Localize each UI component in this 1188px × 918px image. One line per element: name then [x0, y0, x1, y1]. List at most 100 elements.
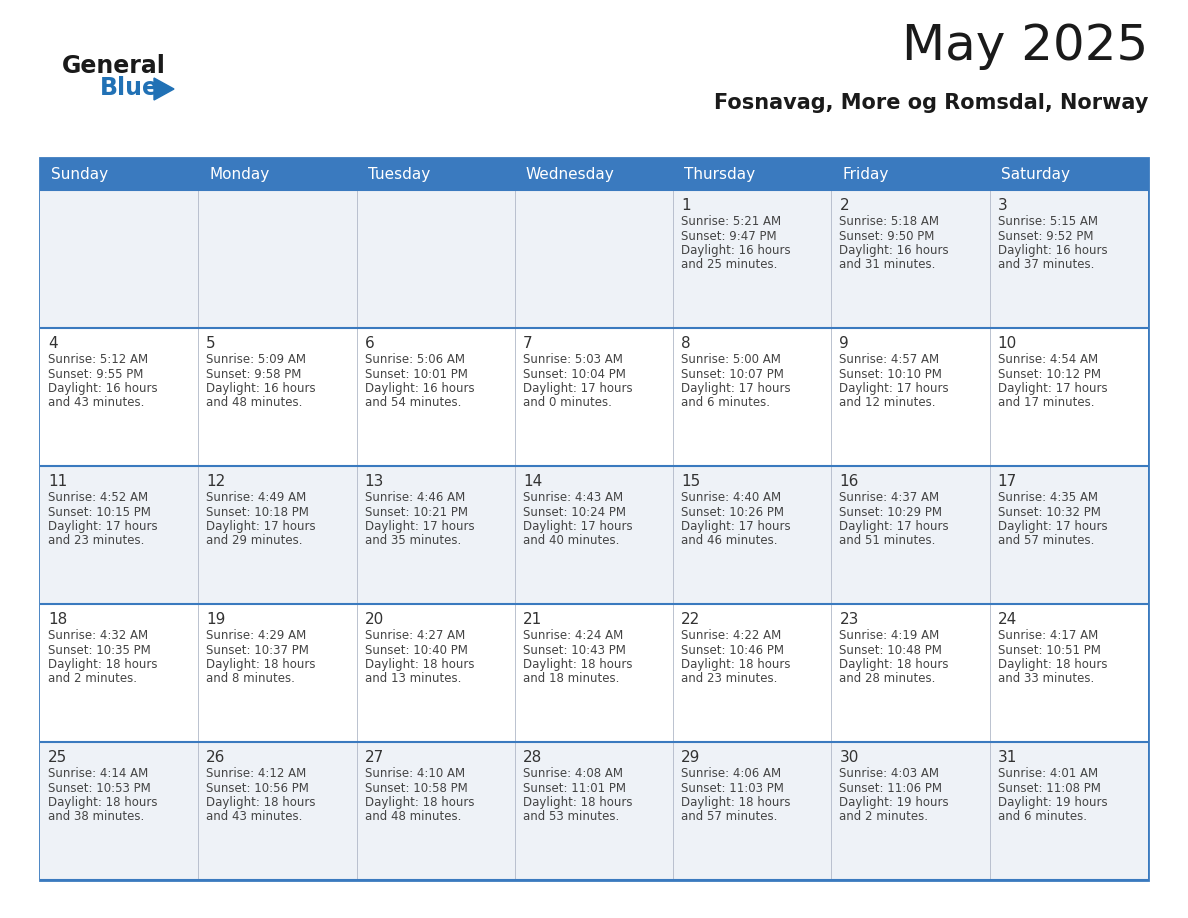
Text: Daylight: 18 hours: Daylight: 18 hours: [365, 658, 474, 671]
Text: 13: 13: [365, 474, 384, 489]
Text: 7: 7: [523, 336, 532, 351]
Text: and 48 minutes.: and 48 minutes.: [365, 811, 461, 823]
Text: Daylight: 17 hours: Daylight: 17 hours: [998, 382, 1107, 395]
Bar: [356, 158, 514, 190]
Text: Thursday: Thursday: [684, 166, 756, 182]
Bar: [40, 604, 1148, 742]
Text: Sunrise: 4:37 AM: Sunrise: 4:37 AM: [840, 491, 940, 504]
Text: Daylight: 18 hours: Daylight: 18 hours: [48, 796, 158, 809]
Text: 8: 8: [681, 336, 690, 351]
Text: and 57 minutes.: and 57 minutes.: [998, 534, 1094, 547]
Text: and 35 minutes.: and 35 minutes.: [365, 534, 461, 547]
Text: 3: 3: [998, 198, 1007, 213]
Text: and 12 minutes.: and 12 minutes.: [840, 397, 936, 409]
Text: and 2 minutes.: and 2 minutes.: [840, 811, 929, 823]
Text: and 2 minutes.: and 2 minutes.: [48, 673, 137, 686]
Text: 22: 22: [681, 612, 701, 627]
Text: Daylight: 17 hours: Daylight: 17 hours: [365, 520, 474, 533]
Text: 18: 18: [48, 612, 68, 627]
Text: Sunrise: 4:01 AM: Sunrise: 4:01 AM: [998, 767, 1098, 780]
Text: Sunrise: 4:29 AM: Sunrise: 4:29 AM: [207, 629, 307, 642]
Text: Daylight: 17 hours: Daylight: 17 hours: [207, 520, 316, 533]
Text: Daylight: 17 hours: Daylight: 17 hours: [523, 520, 632, 533]
Bar: [40, 742, 1148, 880]
Bar: [514, 158, 674, 190]
Text: 9: 9: [840, 336, 849, 351]
Text: 14: 14: [523, 474, 542, 489]
Text: Sunset: 10:29 PM: Sunset: 10:29 PM: [840, 506, 942, 519]
Text: Blue: Blue: [100, 76, 159, 100]
Text: Sunrise: 4:14 AM: Sunrise: 4:14 AM: [48, 767, 148, 780]
Text: and 25 minutes.: and 25 minutes.: [681, 259, 777, 272]
Text: 28: 28: [523, 750, 542, 765]
Text: Sunrise: 4:40 AM: Sunrise: 4:40 AM: [681, 491, 782, 504]
Text: Sunrise: 4:46 AM: Sunrise: 4:46 AM: [365, 491, 465, 504]
Text: Sunrise: 4:24 AM: Sunrise: 4:24 AM: [523, 629, 624, 642]
Text: 24: 24: [998, 612, 1017, 627]
Text: Sunrise: 4:22 AM: Sunrise: 4:22 AM: [681, 629, 782, 642]
Text: Daylight: 19 hours: Daylight: 19 hours: [840, 796, 949, 809]
Text: 17: 17: [998, 474, 1017, 489]
Bar: [198, 158, 356, 190]
Text: Daylight: 18 hours: Daylight: 18 hours: [207, 796, 316, 809]
Text: Sunset: 10:58 PM: Sunset: 10:58 PM: [365, 781, 467, 794]
Text: Daylight: 18 hours: Daylight: 18 hours: [681, 658, 791, 671]
Text: Sunset: 10:12 PM: Sunset: 10:12 PM: [998, 367, 1101, 380]
Text: 5: 5: [207, 336, 216, 351]
Bar: [832, 158, 990, 190]
Text: and 6 minutes.: and 6 minutes.: [998, 811, 1087, 823]
Text: 21: 21: [523, 612, 542, 627]
Text: Sunset: 10:35 PM: Sunset: 10:35 PM: [48, 644, 151, 656]
Bar: [40, 158, 1148, 880]
Text: and 43 minutes.: and 43 minutes.: [48, 397, 145, 409]
Text: and 51 minutes.: and 51 minutes.: [840, 534, 936, 547]
Text: 25: 25: [48, 750, 68, 765]
Text: 15: 15: [681, 474, 701, 489]
Text: Sunrise: 4:17 AM: Sunrise: 4:17 AM: [998, 629, 1098, 642]
Text: Daylight: 18 hours: Daylight: 18 hours: [840, 658, 949, 671]
Text: Daylight: 19 hours: Daylight: 19 hours: [998, 796, 1107, 809]
Text: Sunset: 10:48 PM: Sunset: 10:48 PM: [840, 644, 942, 656]
Text: Sunset: 11:03 PM: Sunset: 11:03 PM: [681, 781, 784, 794]
Text: Sunset: 9:52 PM: Sunset: 9:52 PM: [998, 230, 1093, 242]
Text: Sunset: 10:18 PM: Sunset: 10:18 PM: [207, 506, 309, 519]
Text: Daylight: 17 hours: Daylight: 17 hours: [840, 382, 949, 395]
Text: 27: 27: [365, 750, 384, 765]
Text: Sunrise: 4:54 AM: Sunrise: 4:54 AM: [998, 353, 1098, 366]
Text: and 17 minutes.: and 17 minutes.: [998, 397, 1094, 409]
Text: and 6 minutes.: and 6 minutes.: [681, 397, 770, 409]
Text: Daylight: 18 hours: Daylight: 18 hours: [998, 658, 1107, 671]
Text: Fosnavag, More og Romsdal, Norway: Fosnavag, More og Romsdal, Norway: [714, 93, 1148, 113]
Text: and 31 minutes.: and 31 minutes.: [840, 259, 936, 272]
Text: 23: 23: [840, 612, 859, 627]
Text: May 2025: May 2025: [902, 22, 1148, 70]
Text: Sunrise: 4:32 AM: Sunrise: 4:32 AM: [48, 629, 148, 642]
Text: 11: 11: [48, 474, 68, 489]
Text: and 23 minutes.: and 23 minutes.: [681, 673, 777, 686]
Text: Sunrise: 4:19 AM: Sunrise: 4:19 AM: [840, 629, 940, 642]
Text: and 43 minutes.: and 43 minutes.: [207, 811, 303, 823]
Text: Sunset: 10:15 PM: Sunset: 10:15 PM: [48, 506, 151, 519]
Text: Sunset: 10:21 PM: Sunset: 10:21 PM: [365, 506, 468, 519]
Text: Sunset: 11:08 PM: Sunset: 11:08 PM: [998, 781, 1100, 794]
Text: Daylight: 16 hours: Daylight: 16 hours: [48, 382, 158, 395]
Text: Tuesday: Tuesday: [367, 166, 430, 182]
Text: Sunrise: 5:06 AM: Sunrise: 5:06 AM: [365, 353, 465, 366]
Text: Daylight: 17 hours: Daylight: 17 hours: [840, 520, 949, 533]
Text: Daylight: 16 hours: Daylight: 16 hours: [840, 244, 949, 257]
Text: Sunset: 11:01 PM: Sunset: 11:01 PM: [523, 781, 626, 794]
Text: and 54 minutes.: and 54 minutes.: [365, 397, 461, 409]
Text: Sunrise: 4:35 AM: Sunrise: 4:35 AM: [998, 491, 1098, 504]
Text: and 28 minutes.: and 28 minutes.: [840, 673, 936, 686]
Text: Sunrise: 5:12 AM: Sunrise: 5:12 AM: [48, 353, 148, 366]
Text: and 40 minutes.: and 40 minutes.: [523, 534, 619, 547]
Text: Sunset: 9:47 PM: Sunset: 9:47 PM: [681, 230, 777, 242]
Text: Sunrise: 4:49 AM: Sunrise: 4:49 AM: [207, 491, 307, 504]
Text: and 38 minutes.: and 38 minutes.: [48, 811, 144, 823]
Text: Daylight: 16 hours: Daylight: 16 hours: [207, 382, 316, 395]
Text: Sunset: 10:56 PM: Sunset: 10:56 PM: [207, 781, 309, 794]
Text: Daylight: 18 hours: Daylight: 18 hours: [523, 796, 632, 809]
Text: Daylight: 17 hours: Daylight: 17 hours: [48, 520, 158, 533]
Text: 1: 1: [681, 198, 690, 213]
Text: Daylight: 18 hours: Daylight: 18 hours: [523, 658, 632, 671]
